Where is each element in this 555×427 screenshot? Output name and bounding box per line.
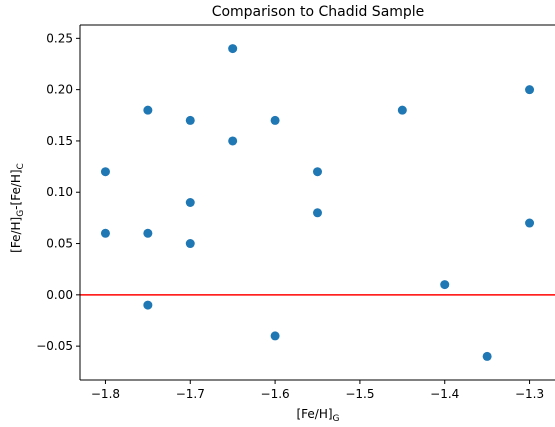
y-tick-label: 0.15 [46, 134, 73, 148]
x-tick-label: −1.5 [345, 387, 374, 401]
data-point [228, 136, 238, 146]
data-point [482, 351, 492, 361]
x-axis-label: [Fe/H]G [296, 407, 339, 424]
y-tick-label: 0.20 [46, 83, 73, 97]
data-point [525, 218, 535, 228]
data-point [270, 115, 280, 125]
x-tick-label: −1.3 [515, 387, 544, 401]
data-point [397, 105, 407, 115]
y-tick-label: −0.05 [36, 339, 73, 353]
data-point [143, 300, 153, 310]
x-tick-label: −1.8 [91, 387, 120, 401]
x-tick-label: −1.6 [261, 387, 290, 401]
data-point [313, 167, 322, 177]
chart-title: Comparison to Chadid Sample [212, 4, 425, 20]
data-point [525, 85, 535, 95]
data-point [100, 167, 110, 177]
y-tick-label: 0.10 [46, 185, 73, 199]
data-point [313, 208, 322, 218]
plot-area: −1.8 −1.7 −1.6 −1.5 −1.4 −1.3 −0.05 0.00 0.05 0.1… [36, 24, 555, 401]
x-tick-label: −1.4 [430, 387, 459, 401]
y-tick-label: 0.25 [46, 31, 73, 45]
data-point [143, 228, 153, 238]
data-point [440, 280, 450, 290]
y-axis-label: [Fe/H]G-[Fe/H]C [9, 163, 26, 253]
y-tick-label: 0.05 [46, 237, 73, 251]
data-point [270, 331, 280, 341]
data-point [185, 198, 195, 207]
data-point [185, 239, 195, 249]
data-point [228, 44, 238, 54]
data-point [185, 115, 195, 125]
x-tick-label: −1.7 [176, 387, 205, 401]
data-point [143, 105, 153, 115]
data-point [100, 228, 110, 238]
y-tick-label: 0.00 [46, 288, 73, 302]
